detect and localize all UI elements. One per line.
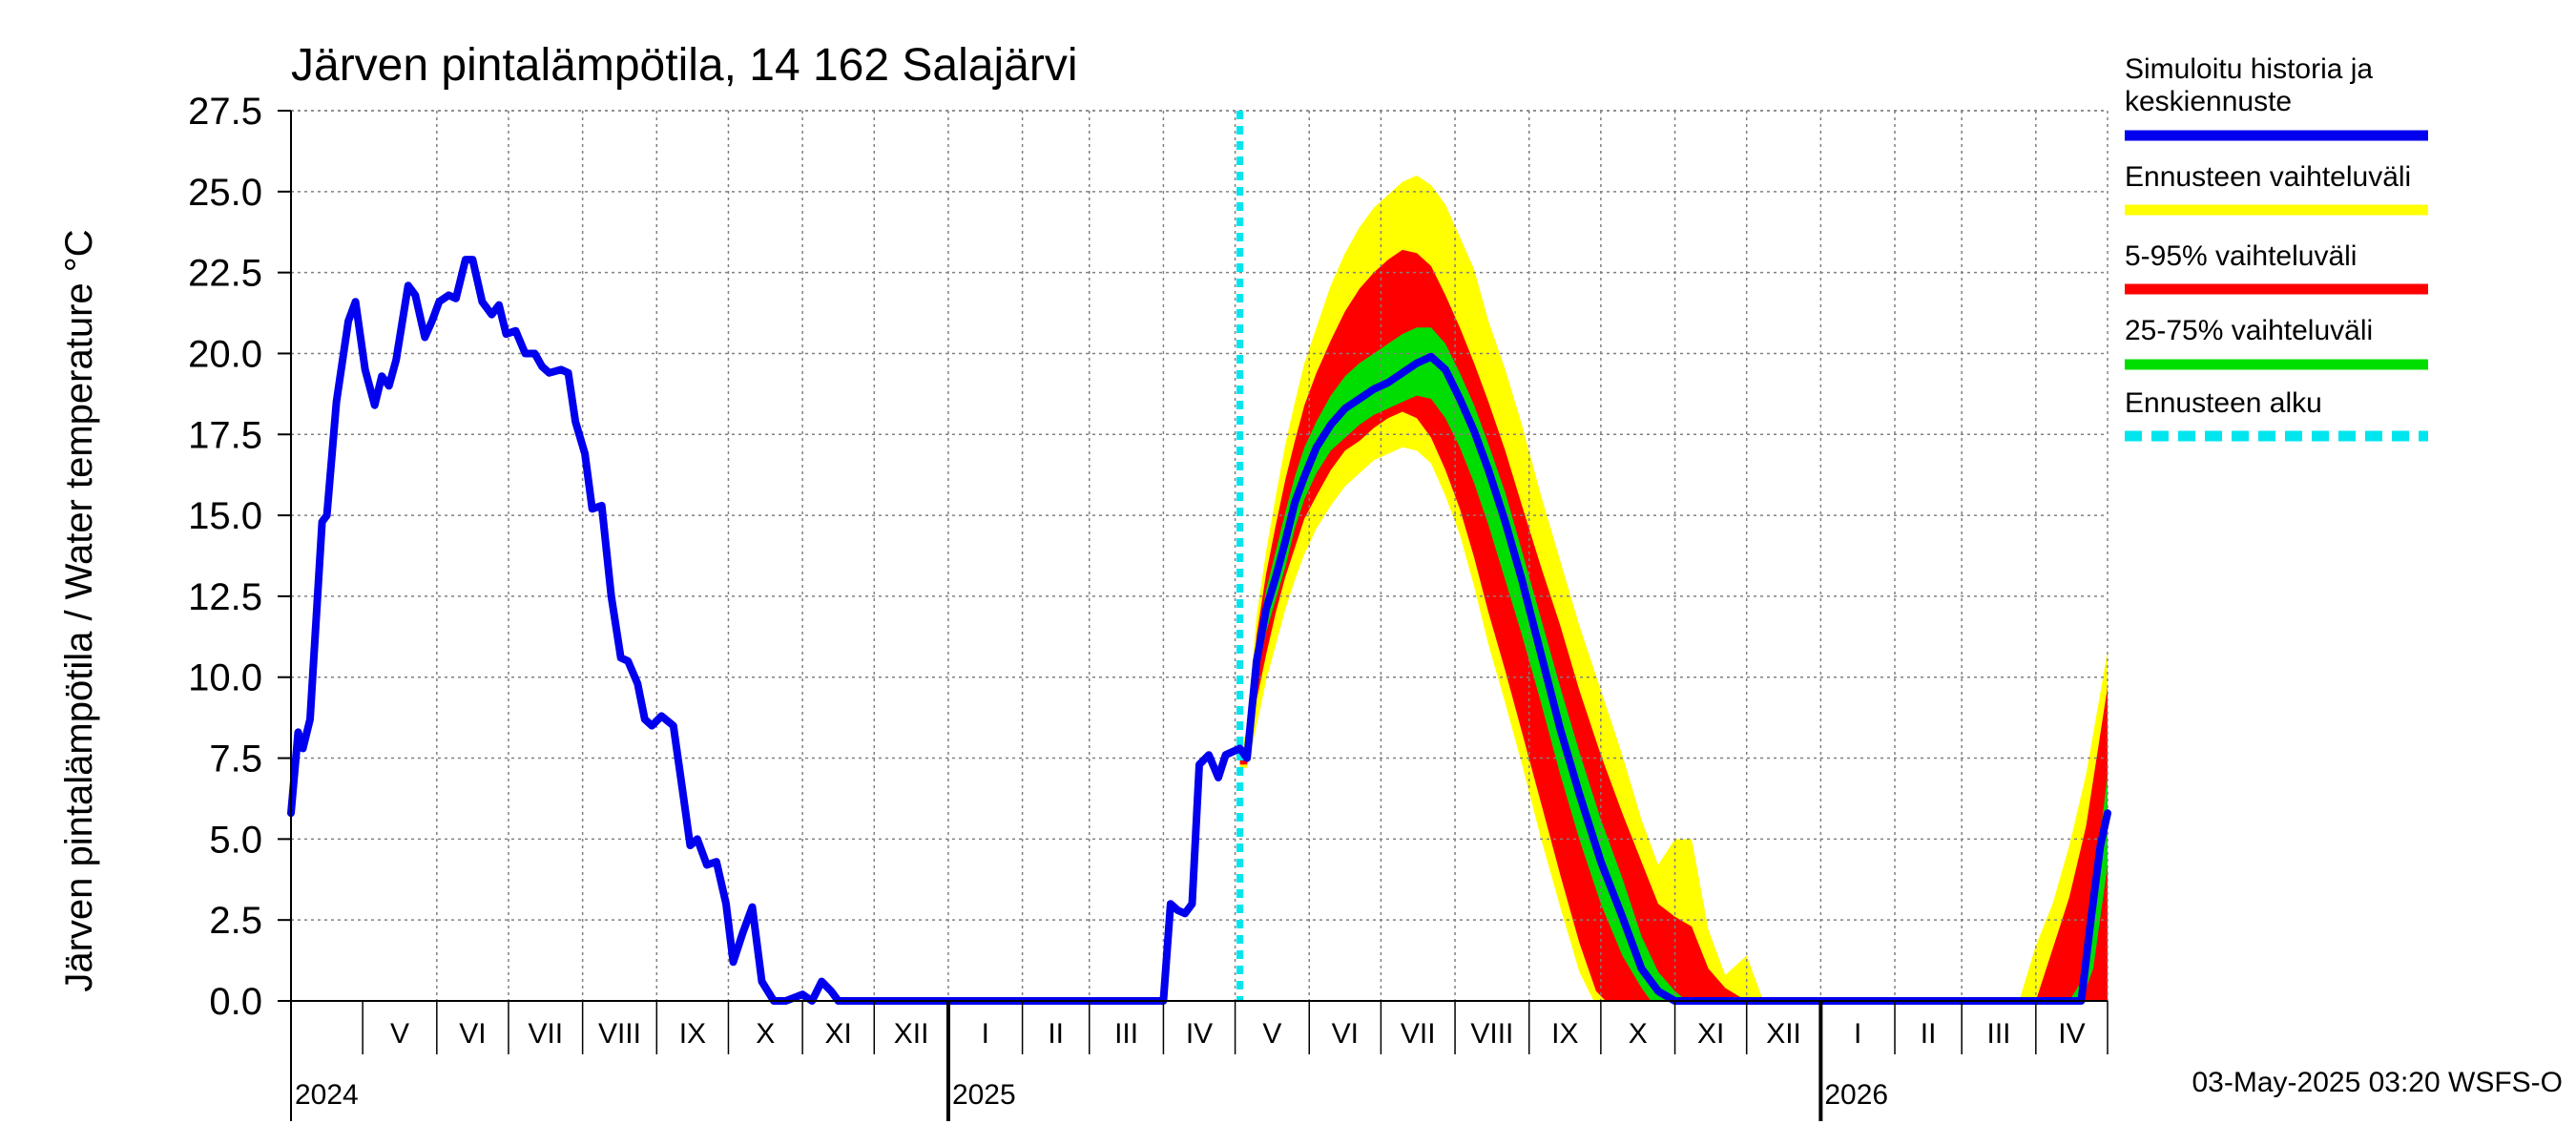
month-label: XI [1697,1018,1724,1050]
month-label: II [1048,1018,1064,1050]
legend-label: 25-75% vaihteluväli [2125,315,2373,346]
year-label: 2024 [295,1079,359,1111]
month-label: X [756,1018,775,1050]
y-tick-label: 25.0 [188,172,262,214]
series-line-median [287,256,2111,1005]
legend-label: Ennusteen alku [2125,387,2322,419]
year-label: 2025 [952,1079,1016,1111]
month-label: II [1921,1018,1937,1050]
y-tick-label: 22.5 [188,253,262,295]
y-tick-label: 2.5 [209,900,262,942]
grid-lines [291,110,2109,1001]
legend-label: Simuloitu historia ja [2125,53,2373,85]
month-label: VII [1401,1018,1436,1050]
month-label: XII [1766,1018,1801,1050]
month-label: IX [1551,1018,1578,1050]
month-label: XII [894,1018,929,1050]
y-tick-label: 0.0 [209,981,262,1023]
legend-label: keskiennuste [2125,86,2292,117]
y-tick-label: 5.0 [209,819,262,861]
y-tick-label: 12.5 [188,576,262,618]
y-tick-label: 10.0 [188,657,262,699]
month-label: I [982,1018,989,1050]
month-label: IX [679,1018,706,1050]
month-label: X [1629,1018,1648,1050]
plot-background [291,111,2108,1001]
timestamp-footer: 03-May-2025 03:20 WSFS-O [2192,1067,2564,1098]
y-axis-label: Järven pintalämpötila / Water temperatur… [58,229,100,991]
month-label: V [1262,1018,1281,1050]
month-label: VIII [598,1018,641,1050]
month-label: VII [528,1018,563,1050]
axes: 0.0 2.5 5.0 7.5 10.0 12.5 15.0 17.5 20.0 22.5 25.0… [188,91,2109,1121]
year-label: 2026 [1824,1079,1888,1111]
month-label: VIII [1470,1018,1513,1050]
month-label: III [1114,1018,1138,1050]
month-label: III [1987,1018,2011,1050]
month-label: IV [1186,1018,1213,1050]
month-label: VI [459,1018,486,1050]
month-label: V [390,1018,409,1050]
y-tick-label: 17.5 [188,414,262,456]
y-tick-label: 7.5 [209,739,262,781]
series-lines [287,111,2111,1005]
forecast-bands [291,111,2108,1001]
month-label: XI [825,1018,852,1050]
y-tick-label: 20.0 [188,333,262,375]
y-tick-label: 27.5 [188,91,262,133]
month-label: VI [1332,1018,1359,1050]
chart-title: Järven pintalämpötila, 14 162 Salajärvi [291,40,1077,91]
y-tick-label: 15.0 [188,495,262,537]
month-label: I [1854,1018,1861,1050]
legend-label: Ennusteen vaihteluväli [2125,161,2411,193]
month-label: IV [2058,1018,2085,1050]
legend-label: 5-95% vaihteluväli [2125,240,2357,272]
